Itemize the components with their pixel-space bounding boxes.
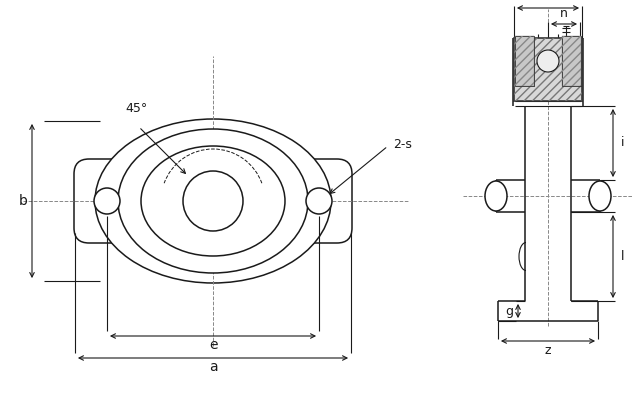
Text: l: l (621, 250, 625, 263)
Ellipse shape (183, 171, 243, 231)
Polygon shape (514, 38, 582, 101)
Ellipse shape (118, 129, 308, 273)
Polygon shape (562, 36, 581, 86)
Circle shape (537, 50, 559, 72)
Ellipse shape (485, 181, 507, 211)
Text: i: i (621, 137, 625, 150)
Text: 2-s: 2-s (393, 137, 412, 150)
Polygon shape (515, 36, 534, 86)
Text: n: n (560, 7, 568, 20)
Text: e: e (209, 338, 217, 352)
Text: a: a (209, 360, 217, 374)
Ellipse shape (141, 146, 285, 256)
Text: 45°: 45° (126, 102, 148, 115)
Ellipse shape (589, 181, 611, 211)
Text: Bi: Bi (542, 0, 554, 3)
Ellipse shape (95, 119, 331, 283)
Text: b: b (19, 194, 28, 208)
Text: g: g (505, 305, 513, 318)
FancyBboxPatch shape (74, 159, 352, 243)
Text: z: z (545, 343, 551, 356)
Ellipse shape (306, 188, 332, 214)
Ellipse shape (94, 188, 120, 214)
